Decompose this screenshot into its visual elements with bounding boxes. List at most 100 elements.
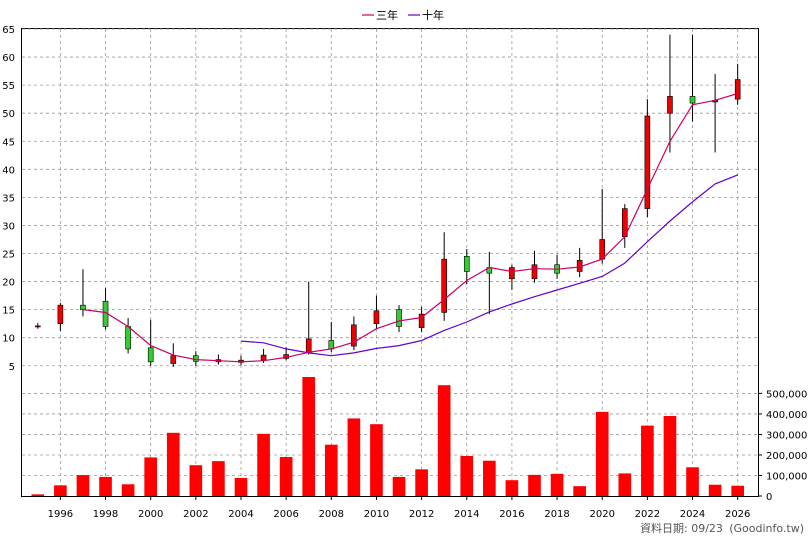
- volume-bar: [76, 475, 90, 496]
- candle-body: [305, 338, 312, 354]
- year-tick-label: 2006: [273, 509, 298, 520]
- candle-body: [125, 326, 131, 350]
- price-tick-label: 5: [9, 362, 15, 373]
- price-tick-label: 30: [2, 221, 15, 232]
- volume-bar: [686, 467, 699, 496]
- legend-label-10y: 十年: [422, 8, 444, 22]
- year-tick-label: 1996: [48, 509, 73, 520]
- volume-bar: [54, 485, 67, 496]
- volume-bar: [144, 457, 158, 496]
- volume-bar: [370, 424, 383, 496]
- volume-bar: [121, 484, 135, 496]
- volume-tick-label: 100,000: [766, 471, 807, 482]
- volume-bar: [415, 469, 428, 496]
- volume-bar: [641, 425, 654, 496]
- price-tick-label: 40: [2, 165, 15, 176]
- volume-bar: [573, 486, 586, 496]
- year-tick-label: 2004: [228, 509, 253, 520]
- price-tick-label: 35: [2, 193, 15, 204]
- volume-bar: [347, 418, 361, 496]
- source-note: (Goodinfo.tw): [729, 522, 804, 535]
- volume-bar: [279, 457, 293, 496]
- year-tick-label: 2024: [680, 509, 705, 520]
- volume-bar: [257, 433, 270, 496]
- volume-bar: [437, 385, 451, 496]
- candle-body: [689, 96, 696, 104]
- price-tick-label: 15: [2, 306, 15, 317]
- year-tick-label: 2000: [138, 509, 163, 520]
- volume-bar: [528, 474, 541, 496]
- volume-bar: [618, 473, 632, 496]
- year-tick-label: 2020: [589, 509, 614, 520]
- plot-frame: [21, 28, 759, 497]
- ma-3y-line: [82, 92, 738, 363]
- price-tick-label: 10: [2, 334, 15, 345]
- year-tick-label: 2014: [454, 509, 479, 520]
- price-tick-label: 55: [2, 81, 15, 92]
- year-tick-label: 2016: [499, 509, 524, 520]
- volume-bar: [189, 465, 203, 496]
- year-tick-label: 2026: [725, 509, 750, 520]
- volume-bar: [483, 460, 496, 496]
- candle-body: [396, 309, 402, 327]
- year-tick-label: 2002: [183, 509, 208, 520]
- candle-body: [170, 355, 177, 364]
- volume-bar: [324, 444, 338, 496]
- candle-body: [80, 304, 86, 310]
- volume-bar: [31, 494, 45, 496]
- legend: 三年 十年: [362, 8, 444, 22]
- year-tick-label: 2022: [635, 509, 660, 520]
- volume-bar: [550, 473, 564, 496]
- year-tick-label: 2012: [409, 509, 434, 520]
- volume-bar: [392, 476, 406, 496]
- candle-body: [260, 354, 267, 361]
- moving-average-lines: [82, 92, 738, 363]
- candle-body: [193, 355, 199, 362]
- volume-tick-label: 200,000: [766, 451, 807, 462]
- candle-body: [599, 239, 606, 260]
- price-tick-label: 65: [2, 25, 15, 36]
- candle-body: [644, 115, 651, 209]
- candle-body: [463, 256, 470, 272]
- candle-body: [328, 340, 335, 350]
- ma-10y-line: [240, 174, 738, 357]
- price-tick-label: 25: [2, 250, 15, 261]
- candle-body: [351, 324, 357, 347]
- legend-label-3y: 三年: [376, 8, 398, 22]
- candle-body: [418, 313, 425, 328]
- year-tick-label: 2008: [319, 509, 344, 520]
- volume-tick-label: 300,000: [766, 430, 807, 441]
- price-tick-label: 50: [2, 109, 15, 120]
- volume-bar: [460, 455, 474, 496]
- candle-body: [441, 258, 447, 313]
- price-axis: 5 10 15 20 25 30 35 40 45 50 55 60 65: [2, 25, 15, 373]
- year-axis: 1996 1998 2000 2002 2004 2006 2008 2010 2012 2014…: [48, 496, 750, 520]
- volume-tick-label: 500,000: [766, 389, 807, 400]
- candle-body: [734, 79, 741, 100]
- volume-bar: [731, 485, 745, 496]
- volume-tick-label: 0: [766, 492, 772, 503]
- volume-bars: [31, 377, 745, 496]
- volume-bar: [505, 480, 519, 496]
- year-tick-label: 2010: [364, 509, 389, 520]
- volume-bar: [234, 477, 248, 496]
- price-tick-label: 45: [2, 137, 15, 148]
- candle-body: [667, 96, 673, 114]
- candle-body: [57, 304, 64, 324]
- price-tick-label: 60: [2, 53, 15, 64]
- candle-body: [373, 310, 380, 324]
- candle-body: [509, 267, 515, 280]
- volume-axis: 0 100,000 200,000 300,000 400,000 500,000: [758, 389, 807, 503]
- volume-tick-label: 400,000: [766, 410, 807, 421]
- volume-bar: [166, 432, 180, 496]
- candlesticks: [35, 34, 741, 367]
- year-tick-label: 1998: [93, 509, 118, 520]
- volume-bar: [99, 476, 112, 496]
- volume-bar: [212, 461, 225, 496]
- price-tick-label: 20: [2, 278, 15, 289]
- volume-bar: [302, 377, 316, 496]
- candle-body: [531, 264, 538, 280]
- volume-bar: [663, 415, 677, 496]
